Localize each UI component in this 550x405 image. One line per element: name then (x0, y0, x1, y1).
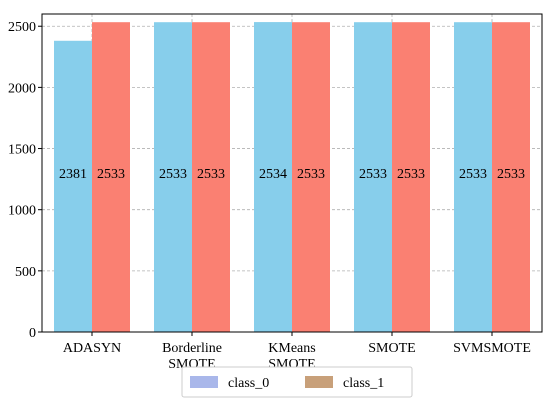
legend-box (181, 366, 413, 398)
y-tick-label: 2500 (8, 20, 36, 35)
data-label-class_1: 2533 (197, 167, 225, 182)
data-label-class_0: 2533 (459, 167, 487, 182)
x-tick-label-line: SVMSMOTE (453, 341, 531, 356)
data-labels: 2381 2533 2533 2533 2534 2533 2533 2533 2533 2533 (59, 167, 525, 182)
bar-class_1 (292, 22, 330, 333)
data-label-class_1: 2533 (497, 167, 525, 182)
bar-class_1 (392, 22, 430, 333)
bars (54, 22, 530, 333)
data-label-class_1: 2533 (97, 167, 125, 182)
y-tick-label: 500 (15, 265, 36, 280)
y-tick-label: 0 (29, 326, 36, 341)
legend-label-class_1: class_1 (343, 376, 384, 391)
x-tick-label-line: ADASYN (63, 341, 121, 356)
bar-class_0 (254, 22, 292, 333)
data-label-class_1: 2533 (297, 167, 325, 182)
legend-label-class_0: class_0 (228, 376, 269, 391)
y-tick-label: 1000 (8, 204, 36, 219)
data-label-class_0: 2533 (359, 167, 387, 182)
bar-class_0 (454, 22, 492, 333)
x-tick-label-line: KMeans (268, 341, 315, 356)
y-tick-label: 1500 (8, 143, 36, 158)
legend: class_0 class_1 (181, 366, 413, 398)
data-label-class_0: 2381 (59, 167, 87, 182)
x-tick-label: SVMSMOTE (453, 341, 531, 356)
bar-class_0 (354, 22, 392, 333)
legend-swatch-class_0 (190, 376, 218, 388)
bar-class_1 (92, 22, 130, 333)
data-label-class_0: 2533 (159, 167, 187, 182)
bar-class_0 (154, 22, 192, 333)
x-tick-label-line: SMOTE (368, 341, 415, 356)
x-tick-label: SMOTE (368, 341, 415, 356)
bar-class_1 (492, 22, 530, 333)
bar-class_0 (54, 40, 92, 332)
y-tick-label: 2000 (8, 81, 36, 96)
x-tick-label: ADASYN (63, 341, 121, 356)
axes-frame (41, 13, 543, 333)
x-tick-label-line: Borderline (162, 341, 222, 356)
legend-swatch-class_1 (305, 376, 333, 388)
data-label-class_1: 2533 (397, 167, 425, 182)
data-label-class_0: 2534 (259, 167, 287, 182)
bar-class_1 (192, 22, 230, 333)
